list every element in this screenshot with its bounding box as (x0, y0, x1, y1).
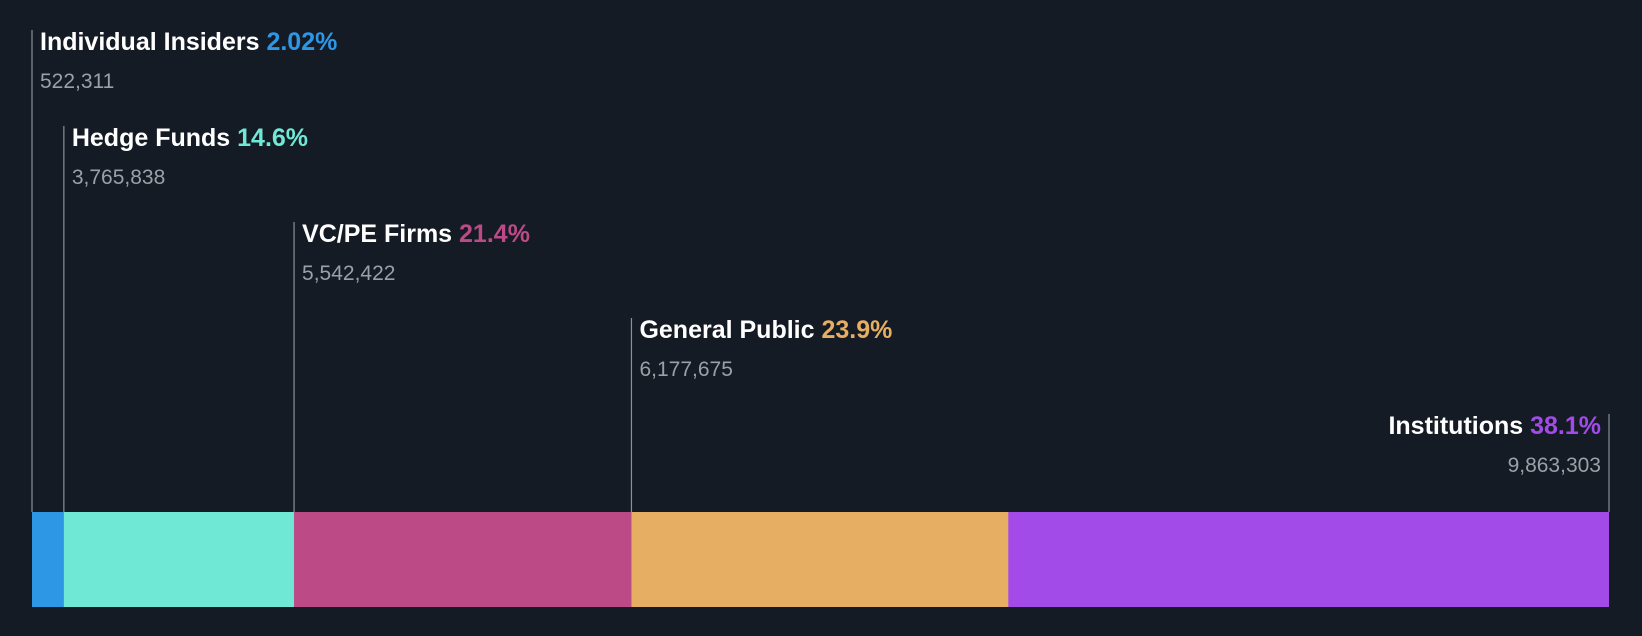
segment-label-individual-insiders: Individual Insiders 2.02% (40, 28, 337, 56)
category-name: Individual Insiders (40, 28, 266, 56)
connector-lines (31, 30, 1610, 512)
bar-segment-institutions (1008, 512, 1609, 607)
percentage-label: 23.9% (821, 316, 892, 344)
bar-segment-hedge-funds (63, 512, 295, 607)
percentage-label: 38.1% (1530, 412, 1601, 440)
percentage-label: 14.6% (237, 124, 308, 152)
percentage-label: 2.02% (266, 28, 337, 56)
segment-label-institutions: Institutions 38.1% (1388, 412, 1601, 440)
share-count-general-public: 6,177,675 (639, 358, 732, 381)
segment-labels: Individual Insiders 2.02% 522,311 Hedge Fu… (40, 28, 1601, 477)
category-name: VC/PE Firms (302, 220, 459, 248)
bar-segment-individual-insiders (32, 512, 65, 607)
share-count-hedge-funds: 3,765,838 (72, 166, 165, 189)
share-count-institutions: 9,863,303 (1508, 454, 1601, 477)
segment-label-hedge-funds: Hedge Funds 14.6% (72, 124, 308, 152)
percentage-label: 21.4% (459, 220, 530, 248)
share-count-vc-pe-firms: 5,542,422 (302, 262, 395, 285)
bar-segment-vc-pe-firms (294, 512, 632, 607)
bar-segment-general-public (631, 512, 1009, 607)
share-count-individual-insiders: 522,311 (40, 70, 114, 93)
segment-label-vc-pe-firms: VC/PE Firms 21.4% (302, 220, 530, 248)
category-name: Hedge Funds (72, 124, 237, 152)
stacked-bar (32, 512, 1609, 607)
segment-label-general-public: General Public 23.9% (639, 316, 892, 344)
category-name: Institutions (1388, 412, 1530, 440)
category-name: General Public (639, 316, 821, 344)
